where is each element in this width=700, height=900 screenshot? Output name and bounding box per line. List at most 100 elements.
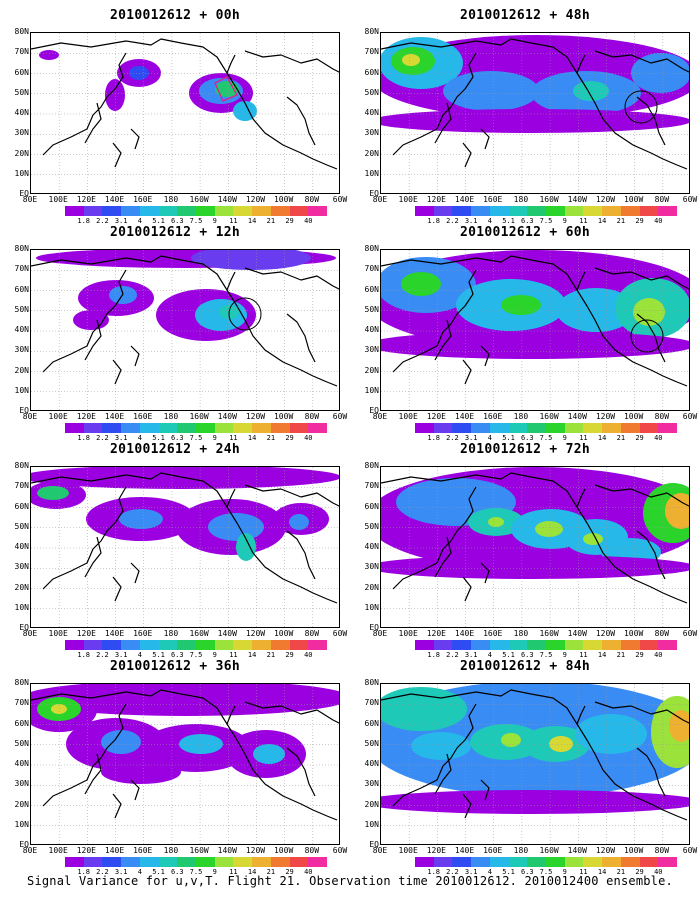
coastline xyxy=(180,259,314,377)
colorbar-swatch xyxy=(102,423,122,433)
colorbar-label: 4 xyxy=(487,868,492,876)
coastline xyxy=(576,488,586,508)
longitude-label: 140E xyxy=(104,629,125,638)
variance-contour xyxy=(215,81,239,97)
colorbar-label: 1.8 xyxy=(427,217,441,225)
longitude-label: 140W xyxy=(217,629,237,638)
colorbar-label: 9 xyxy=(212,217,217,225)
longitude-label: 120W xyxy=(245,629,266,638)
longitude-label: 60W xyxy=(682,629,698,638)
coastline xyxy=(31,255,182,267)
colorbar-label: 2.2 xyxy=(446,868,459,876)
colorbar-label: 2.2 xyxy=(96,651,109,659)
colorbar-swatch xyxy=(433,206,453,216)
colorbar-swatch xyxy=(65,857,84,867)
coastline xyxy=(576,271,586,291)
coastline xyxy=(112,793,122,819)
colorbar-swatch xyxy=(177,206,197,216)
colorbar-label: 6.3 xyxy=(170,868,184,876)
coastline xyxy=(226,54,236,74)
colorbar-label: 1.8 xyxy=(427,434,441,442)
longitude-label: 60W xyxy=(332,195,348,204)
colorbar-label: 2.2 xyxy=(446,434,459,442)
longitude-label: 160W xyxy=(189,412,209,421)
colorbar-label: 4 xyxy=(137,434,142,442)
latitude-label: 40N xyxy=(364,325,379,334)
variance-contour xyxy=(669,710,689,742)
longitude-label: 100E xyxy=(48,629,68,638)
colorbar-label: 21 xyxy=(266,651,276,659)
latitude-label: 60N xyxy=(364,67,379,77)
latitude-label: EQ xyxy=(19,406,29,415)
latitude-label: EQ xyxy=(369,189,379,198)
colorbar-swatch xyxy=(489,857,509,867)
longitude-axis: 80E 100E 120E 140E 160E 180 160W 140W 120W 100W 80… xyxy=(373,846,697,856)
longitude-label: 160W xyxy=(539,629,559,638)
colorbar-labels: 1.8 2.2 3.1 4 5.1 6.3 7.5 9 11 14 21 29 40 xyxy=(415,434,677,443)
coastline xyxy=(462,793,472,819)
longitude-label: 180 xyxy=(513,629,529,638)
colorbar-label: 14 xyxy=(597,651,607,659)
panel-title: 2010012612 + 24h xyxy=(109,442,241,457)
colorbar-swatch xyxy=(121,857,140,867)
colorbar-label: 11 xyxy=(579,434,588,442)
map-plot xyxy=(380,466,690,628)
map-plot xyxy=(30,32,340,194)
longitude-label: 160E xyxy=(133,629,153,638)
longitude-label: 80E xyxy=(22,195,38,204)
colorbar-swatch xyxy=(214,423,234,433)
variance-contour xyxy=(381,331,689,359)
coastline xyxy=(312,158,338,170)
longitude-label: 100W xyxy=(273,412,294,421)
colorbar xyxy=(415,423,678,433)
longitude-label: 60W xyxy=(332,629,348,638)
latitude-label: 60N xyxy=(364,284,379,294)
colorbar-swatch xyxy=(65,423,84,433)
colorbar-label: 9 xyxy=(212,651,217,659)
colorbar-swatch xyxy=(546,206,565,216)
colorbar-swatch xyxy=(508,423,528,433)
longitude-label: 100E xyxy=(48,412,68,421)
colorbar-swatch xyxy=(546,423,565,433)
longitude-label: 80E xyxy=(22,846,38,855)
map-canvas xyxy=(31,684,339,844)
variance-contour xyxy=(633,298,665,326)
latitude-label: 80N xyxy=(364,244,379,253)
latitude-label: 80N xyxy=(14,461,29,470)
colorbar-swatch xyxy=(639,857,659,867)
colorbar-label: 2.2 xyxy=(96,217,109,225)
coastline xyxy=(636,530,666,580)
longitude-label: 160E xyxy=(133,846,153,855)
map-plot xyxy=(30,466,340,628)
latitude-label: 80N xyxy=(14,27,29,36)
colorbar-label: 5.1 xyxy=(502,217,515,225)
longitude-label: 100E xyxy=(398,195,418,204)
longitude-label: 180 xyxy=(163,412,179,421)
map-panel-24h: 2010012612 + 24h 80N 70N 60N 50N 40N 30N 20N 10… xyxy=(10,442,348,664)
colorbar-swatch xyxy=(139,640,159,650)
colorbar-swatch xyxy=(214,857,234,867)
colorbar-label: 5.1 xyxy=(152,434,165,442)
variance-contour xyxy=(665,493,689,529)
latitude-axis: 80N 70N 60N 50N 40N 30N 20N 10N EQ xyxy=(360,679,380,849)
latitude-label: 50N xyxy=(364,87,379,97)
variance-contour xyxy=(39,50,59,60)
latitude-axis: 80N 70N 60N 50N 40N 30N 20N 10N EQ xyxy=(360,462,380,632)
longitude-label: 180 xyxy=(513,412,529,421)
longitude-label: 180 xyxy=(163,195,179,204)
variance-contour xyxy=(129,66,149,80)
colorbar-swatch xyxy=(602,857,621,867)
latitude-label: 60N xyxy=(14,718,29,728)
colorbar-swatch xyxy=(65,640,84,650)
colorbar-swatch xyxy=(452,423,472,433)
colorbar-swatch xyxy=(602,206,621,216)
longitude-label: 100W xyxy=(623,195,644,204)
colorbar-label: 7.5 xyxy=(539,868,553,876)
colorbar-swatch xyxy=(527,640,547,650)
coastline xyxy=(244,267,339,290)
latitude-label: 40N xyxy=(14,325,29,334)
latitude-label: 10N xyxy=(364,385,379,395)
longitude-label: 60W xyxy=(682,846,698,855)
variance-contour xyxy=(236,533,256,561)
colorbar-label: 2.2 xyxy=(96,868,109,876)
